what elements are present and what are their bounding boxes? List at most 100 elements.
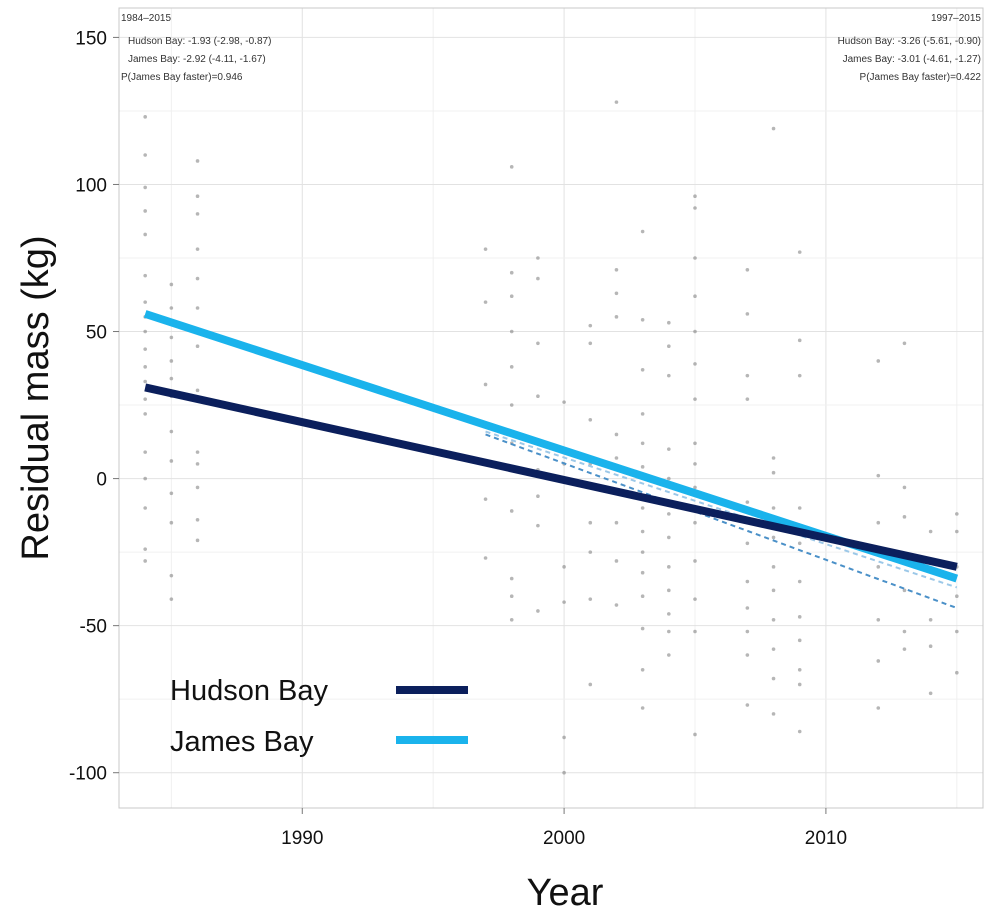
data-point: [143, 365, 147, 369]
data-point: [745, 500, 750, 504]
data-point: [143, 300, 147, 304]
data-point: [195, 159, 200, 163]
annotation-left-period: 1984–2015: [121, 13, 171, 24]
data-point: [928, 691, 933, 696]
data-point: [195, 517, 200, 522]
data-point: [797, 506, 802, 510]
data-point: [667, 512, 671, 516]
data-point: [169, 306, 174, 310]
data-point: [588, 341, 593, 346]
data-point: [509, 329, 514, 334]
data-point: [640, 506, 645, 510]
data-point: [588, 597, 593, 601]
data-point: [483, 497, 488, 501]
data-point: [745, 703, 750, 707]
data-point: [169, 335, 174, 340]
data-point: [955, 529, 959, 534]
data-point: [640, 465, 645, 469]
data-point: [902, 629, 907, 634]
data-point: [169, 459, 174, 463]
grid-lines: [119, 8, 983, 808]
data-point: [797, 250, 802, 254]
data-point: [614, 432, 619, 437]
data-point: [483, 300, 488, 304]
data-point: [797, 682, 802, 687]
data-point: [876, 706, 881, 710]
plot-area-frame: [118, 7, 984, 809]
data-point: [562, 600, 566, 604]
scatter-points: [143, 100, 959, 775]
data-point: [693, 520, 697, 525]
data-point: [509, 294, 514, 299]
data-point: [771, 676, 776, 681]
annotation-left-probability: P(James Bay faster)=0.946: [121, 72, 243, 83]
data-point: [667, 629, 671, 634]
data-point: [536, 256, 540, 260]
data-point: [693, 362, 697, 366]
data-point: [614, 100, 619, 104]
data-point: [195, 247, 200, 251]
data-point: [143, 397, 147, 401]
data-point: [195, 344, 200, 349]
data-point: [771, 617, 776, 622]
data-point: [562, 735, 566, 740]
data-point: [143, 476, 147, 481]
data-point: [667, 476, 671, 481]
data-point: [640, 529, 645, 534]
annotation-right-period: 1997–2015: [931, 13, 981, 24]
data-point: [693, 329, 697, 334]
data-point: [745, 629, 750, 634]
data-point: [797, 729, 802, 734]
data-point: [955, 512, 959, 516]
annotation-left: 1984–2015 Hudson Bay: -1.93 (-2.98, -0.8…: [121, 13, 271, 83]
data-point: [745, 373, 750, 378]
data-point: [614, 267, 619, 272]
data-point: [797, 541, 802, 546]
data-point: [876, 565, 881, 569]
annotation-left-james: James Bay: -2.92 (-4.11, -1.67): [128, 54, 266, 65]
data-point: [588, 323, 593, 328]
data-point: [640, 570, 645, 575]
annotation-right-james: James Bay: -3.01 (-4.61, -1.27): [843, 54, 981, 65]
data-point: [169, 359, 174, 363]
data-point: [536, 523, 540, 528]
data-point: [902, 485, 907, 490]
data-point: [771, 126, 776, 131]
data-point: [536, 276, 540, 281]
data-point: [667, 565, 671, 569]
data-point: [667, 344, 671, 349]
data-point: [509, 403, 514, 407]
x-tick-label: 2010: [805, 828, 847, 849]
data-point: [955, 629, 959, 634]
data-point: [876, 473, 881, 478]
data-point: [143, 559, 147, 563]
data-point: [693, 597, 697, 601]
data-point: [640, 667, 645, 672]
data-point: [667, 373, 671, 378]
data-point: [143, 379, 147, 384]
data-point: [169, 573, 174, 578]
data-point: [745, 397, 750, 401]
data-point: [614, 315, 619, 319]
x-tick-label: 1990: [281, 828, 323, 849]
data-point: [876, 617, 881, 622]
data-point: [745, 312, 750, 316]
data-point: [667, 320, 671, 325]
data-point: [509, 270, 514, 275]
data-point: [169, 376, 174, 381]
data-point: [771, 535, 776, 540]
data-point: [771, 565, 776, 569]
data-point: [771, 456, 776, 460]
y-axis-title: Residual mass (kg): [15, 235, 57, 560]
data-point: [536, 394, 540, 399]
data-point: [745, 653, 750, 657]
data-point: [143, 547, 147, 551]
data-point: [483, 382, 488, 387]
data-point: [928, 644, 933, 649]
data-point: [693, 397, 697, 401]
data-point: [693, 485, 697, 490]
data-point: [876, 520, 881, 525]
data-point: [195, 388, 200, 393]
annotation-right-probability: P(James Bay faster)=0.422: [860, 72, 982, 83]
dashed-trend-line: [485, 430, 958, 589]
